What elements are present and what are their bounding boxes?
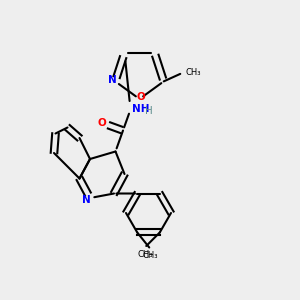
Text: CH₃: CH₃ — [186, 68, 201, 77]
Text: CH₃: CH₃ — [137, 250, 152, 259]
Text: O: O — [136, 92, 146, 103]
Text: N: N — [108, 75, 117, 85]
Text: NH: NH — [132, 104, 149, 115]
Text: CH₃: CH₃ — [143, 251, 158, 260]
Text: N: N — [82, 195, 91, 206]
Text: O: O — [98, 118, 106, 128]
Text: H: H — [145, 106, 153, 116]
